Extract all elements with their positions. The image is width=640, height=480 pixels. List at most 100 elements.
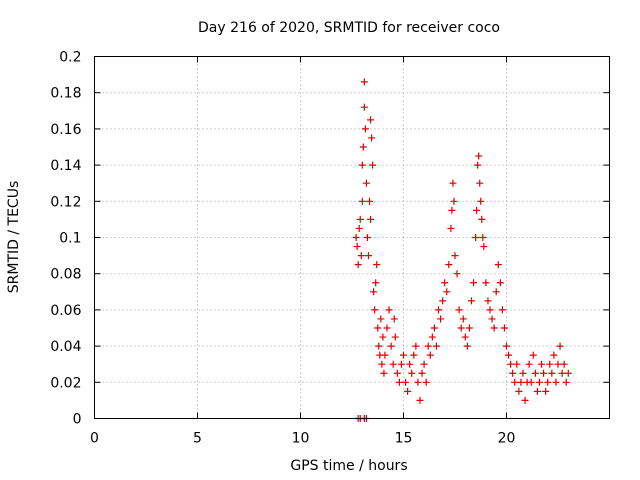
data-point: [432, 342, 440, 350]
data-point: [447, 224, 455, 232]
data-point: [459, 315, 467, 323]
data-point: [367, 116, 375, 124]
data-point: [560, 360, 568, 368]
data-point: [552, 378, 560, 386]
x-tick-label: 10: [292, 431, 310, 447]
data-point: [426, 351, 434, 359]
data-point: [544, 378, 552, 386]
data-point: [521, 396, 529, 404]
data-point: [377, 315, 385, 323]
data-point: [390, 315, 398, 323]
data-point: [477, 197, 485, 205]
data-point: [484, 297, 492, 305]
data-point: [368, 134, 376, 142]
data-point: [515, 387, 523, 395]
data-point: [378, 360, 386, 368]
y-tick-label: 0.16: [50, 122, 81, 138]
data-point: [550, 351, 558, 359]
data-point: [364, 252, 372, 260]
data-point: [363, 234, 371, 241]
data-point: [418, 369, 426, 377]
data-point: [558, 369, 566, 377]
data-point: [467, 297, 475, 305]
data-points: [352, 78, 572, 422]
data-point: [385, 306, 393, 314]
data-point: [540, 369, 548, 377]
y-axis-label: SRMTID / TECUs: [6, 181, 22, 294]
data-point: [470, 279, 478, 287]
data-point: [498, 306, 506, 314]
data-point: [360, 103, 368, 111]
data-point: [448, 206, 456, 214]
plot-frame: [94, 56, 610, 419]
data-point: [371, 306, 379, 314]
y-tick-label: 0.2: [59, 50, 81, 66]
data-point: [490, 324, 498, 332]
data-point: [492, 288, 500, 296]
data-point: [352, 234, 360, 241]
data-point: [449, 179, 457, 187]
y-tick-label: 0.18: [50, 86, 81, 102]
data-point: [400, 351, 407, 359]
data-point: [435, 306, 443, 314]
data-point: [509, 369, 517, 377]
data-point: [478, 215, 486, 223]
chart-title: Day 216 of 2020, SRMTID for receiver coc…: [198, 20, 500, 36]
data-point: [476, 179, 484, 187]
grid-lines: [94, 56, 610, 419]
y-tick-label: 0.14: [50, 158, 81, 174]
data-point: [529, 351, 537, 359]
data-point: [482, 279, 490, 287]
y-tick-label: 0: [73, 412, 82, 428]
data-point: [387, 342, 395, 350]
data-point: [404, 387, 412, 395]
data-point: [356, 215, 364, 223]
data-point: [525, 360, 533, 368]
data-point: [554, 360, 562, 368]
data-point: [533, 387, 541, 395]
data-point: [406, 360, 414, 368]
data-point: [562, 378, 570, 386]
data-point: [507, 360, 515, 368]
data-point: [455, 306, 463, 314]
y-tick-label: 0.12: [50, 194, 81, 210]
data-point: [531, 369, 539, 377]
data-point: [402, 378, 410, 386]
data-point: [474, 161, 482, 169]
data-point: [383, 324, 391, 332]
data-point: [358, 197, 366, 205]
data-point: [369, 161, 377, 169]
data-point: [564, 369, 572, 377]
data-point: [357, 252, 365, 260]
data-point: [375, 342, 383, 350]
data-point: [414, 378, 422, 386]
data-point: [473, 206, 481, 214]
data-point: [397, 360, 405, 368]
data-point: [500, 324, 508, 332]
data-point: [480, 243, 488, 251]
data-point: [428, 333, 436, 341]
data-point: [475, 152, 483, 160]
data-point: [453, 270, 461, 278]
data-point: [486, 306, 494, 314]
y-tick-label: 0.08: [50, 267, 81, 283]
data-point: [463, 342, 471, 350]
data-point: [381, 351, 389, 359]
data-point: [450, 197, 458, 205]
data-point: [420, 360, 428, 368]
data-point: [410, 351, 418, 359]
data-point: [513, 360, 521, 368]
data-point: [505, 351, 513, 359]
data-point: [366, 197, 374, 205]
x-axis-label: GPS time / hours: [290, 458, 407, 474]
data-point: [548, 369, 556, 377]
data-point: [380, 369, 388, 377]
data-point: [360, 78, 368, 86]
x-tick-label: 15: [395, 431, 413, 447]
data-point: [395, 378, 403, 386]
data-point: [542, 387, 550, 395]
data-point: [408, 369, 416, 377]
data-point: [451, 252, 459, 260]
data-point: [441, 279, 449, 287]
